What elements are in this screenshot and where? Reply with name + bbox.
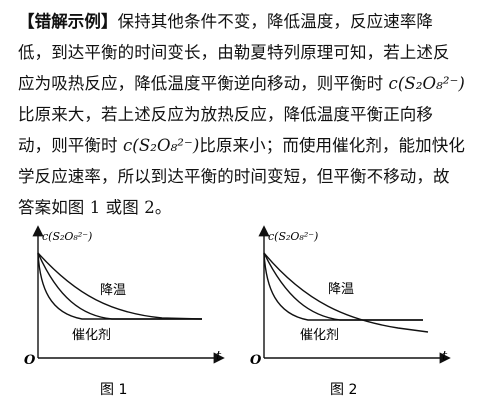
x-axis-label: t <box>216 349 222 364</box>
paragraph-line-1: 【错解示例】保持其他条件不变，降低温度，反应速率降 <box>18 6 466 37</box>
cooling-curve <box>37 252 203 320</box>
paragraph-line-6: 学反应速率，所以到达平衡的时间变短，但平衡不移动，故 <box>18 167 450 186</box>
paragraph-line-3: 应为吸热反应，降低温度平衡逆向移动，则平衡时 c(S₂O₈²⁻) <box>18 68 466 99</box>
tag-bracket-left: 【 <box>18 12 35 31</box>
paragraph-line-4: 比原来大，若上述反应为放热反应，降低温度平衡正向移 <box>18 105 433 124</box>
tag-bracket-right: 】 <box>101 12 118 31</box>
paragraph-line-1-text: 保持其他条件不变，降低温度，反应速率降 <box>117 12 434 31</box>
figure-1-graph: c(S₂O₈²⁻) t O 降温 催化剂 图 1 <box>24 225 225 398</box>
cooling-label: 降温 <box>328 282 354 297</box>
figure-2-graph: c(S₂O₈²⁻) t O 降温 催化剂 图 2 <box>250 225 451 398</box>
concentration-formula: c(S₂O₈²⁻) <box>122 136 200 155</box>
figure-1: c(S₂O₈²⁻) t O 降温 催化剂 图 1 <box>22 225 232 398</box>
paragraph-line-5-text-b: 比原来小；而使用催化剂，能加快化 <box>199 136 465 155</box>
explanation-paragraph: 【错解示例】保持其他条件不变，降低温度，反应速率降 低，到达平衡的时间变长，由勒… <box>18 6 466 223</box>
x-axis-label: t <box>442 349 448 364</box>
concentration-formula: c(S₂O₈²⁻) <box>388 74 465 93</box>
paragraph-line-5: 动，则平衡时 c(S₂O₈²⁻)比原来小；而使用催化剂，能加快化 <box>18 130 466 161</box>
y-axis-label: c(S₂O₈²⁻) <box>268 230 318 243</box>
catalyst-curve <box>37 252 202 320</box>
cooling-curve <box>263 252 429 333</box>
figure-caption: 图 1 <box>100 382 127 398</box>
paragraph-line-2: 低，到达平衡的时间变长，由勒夏特列原理可知，若上述反 <box>18 43 450 62</box>
paragraph-line-3-text: 应为吸热反应，降低温度平衡逆向移动，则平衡时 <box>18 74 389 93</box>
origin-label: O <box>250 353 262 368</box>
catalyst-label: 催化剂 <box>300 328 339 343</box>
catalyst-label: 催化剂 <box>72 328 111 343</box>
y-axis-label: c(S₂O₈²⁻) <box>42 230 92 243</box>
error-example-tag: 错解示例 <box>34 12 102 31</box>
origin-label: O <box>24 353 36 368</box>
paragraph-line-7: 答案如图 1 或图 2。 <box>18 198 172 217</box>
figure-2: c(S₂O₈²⁻) t O 降温 催化剂 图 2 <box>248 225 458 398</box>
cooling-label: 降温 <box>100 283 126 298</box>
paragraph-line-5-text-a: 动，则平衡时 <box>18 136 123 155</box>
figure-caption: 图 2 <box>330 382 357 398</box>
catalyst-curve <box>263 252 423 321</box>
